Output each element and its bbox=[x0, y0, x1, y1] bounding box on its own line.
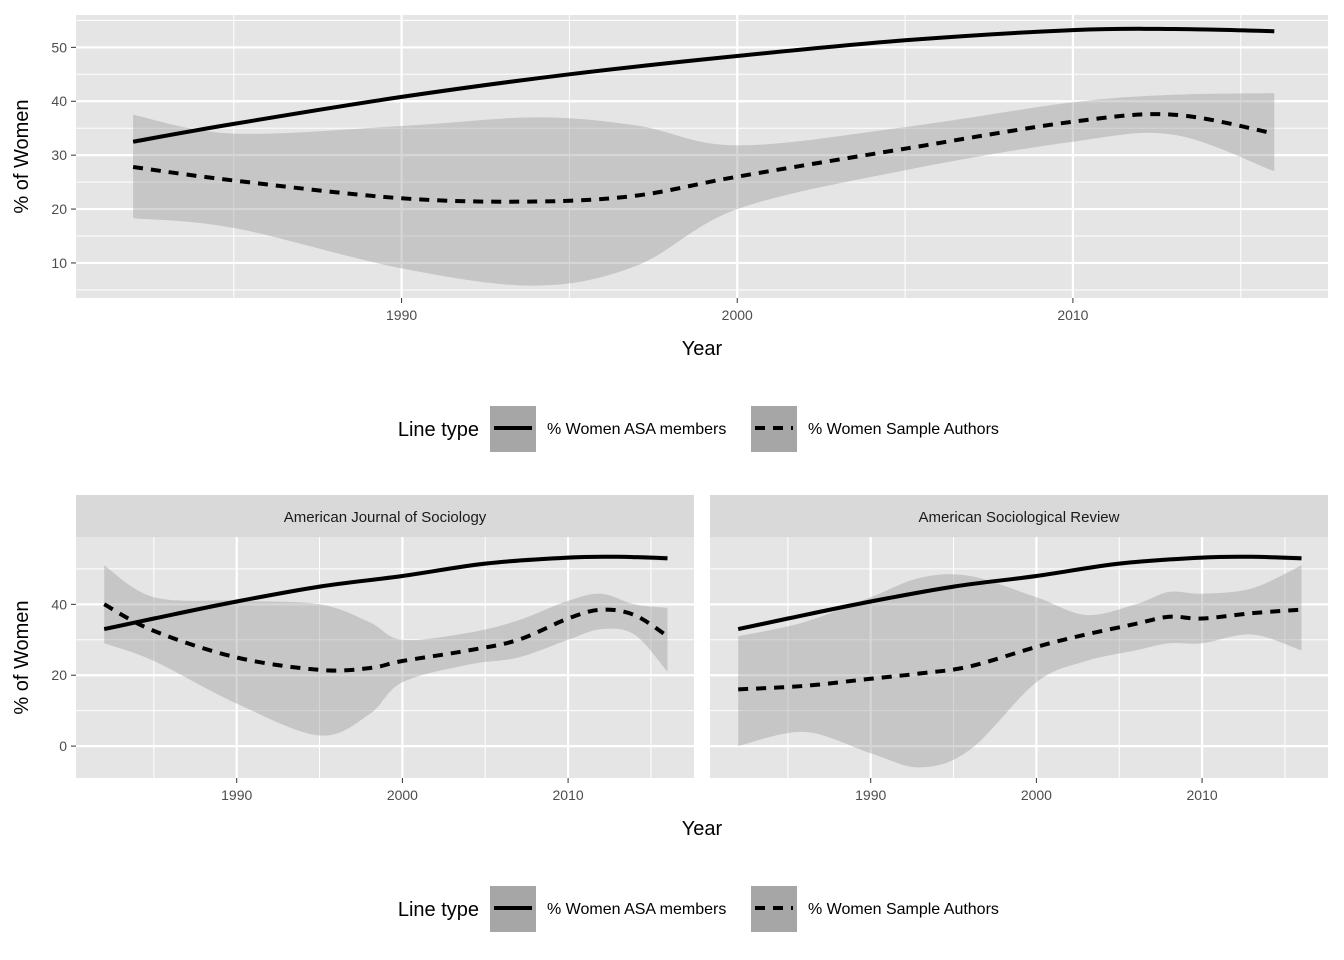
panel-series-group bbox=[737, 554, 1302, 768]
series-line bbox=[737, 554, 1302, 632]
facet-title: American Journal of Sociology bbox=[284, 509, 487, 526]
y-axis-title: % of Women bbox=[11, 99, 33, 213]
series-line bbox=[132, 112, 1275, 204]
x-axis-title: Year bbox=[682, 818, 723, 840]
y-tick-label: 40 bbox=[51, 596, 67, 612]
facet-strip bbox=[76, 495, 694, 537]
series-line bbox=[738, 607, 1302, 692]
x-axis-title: Year bbox=[682, 338, 723, 360]
y-axis-title: % of Women bbox=[11, 600, 33, 714]
confidence-band bbox=[738, 565, 1302, 768]
x-tick-label: 2000 bbox=[722, 307, 753, 323]
y-tick-label: 30 bbox=[51, 147, 67, 163]
legend-label: % Women Sample Authors bbox=[808, 901, 999, 918]
x-tick-label: 2010 bbox=[553, 787, 584, 803]
y-tick-label: 20 bbox=[51, 201, 67, 217]
x-tick-label: 1990 bbox=[386, 307, 417, 323]
legend-title: Line type bbox=[398, 419, 479, 441]
y-tick-label: 0 bbox=[59, 738, 67, 754]
x-tick-label: 2000 bbox=[387, 787, 418, 803]
panel-background bbox=[76, 15, 1328, 298]
legend-label: % Women ASA members bbox=[547, 421, 726, 438]
series-line bbox=[103, 602, 669, 673]
confidence-band bbox=[133, 93, 1275, 286]
facet-strip bbox=[710, 495, 1328, 537]
x-tick-label: 2000 bbox=[1021, 787, 1052, 803]
x-tick-label: 2010 bbox=[1057, 307, 1088, 323]
y-tick-label: 10 bbox=[51, 255, 67, 271]
x-tick-label: 2010 bbox=[1187, 787, 1218, 803]
y-tick-label: 40 bbox=[51, 93, 67, 109]
series-line bbox=[132, 26, 1275, 144]
x-tick-label: 1990 bbox=[221, 787, 252, 803]
facet-title: American Sociological Review bbox=[919, 509, 1120, 526]
y-tick-label: 50 bbox=[51, 39, 67, 55]
panel-series-group bbox=[132, 26, 1275, 286]
y-tick-label: 20 bbox=[51, 667, 67, 683]
legend-title: Line type bbox=[398, 899, 479, 921]
panel-series-group bbox=[103, 554, 669, 736]
confidence-band bbox=[104, 565, 668, 736]
series-line bbox=[103, 554, 668, 632]
legend-label: % Women ASA members bbox=[547, 901, 726, 918]
legend-label: % Women Sample Authors bbox=[808, 421, 999, 438]
x-tick-label: 1990 bbox=[855, 787, 886, 803]
